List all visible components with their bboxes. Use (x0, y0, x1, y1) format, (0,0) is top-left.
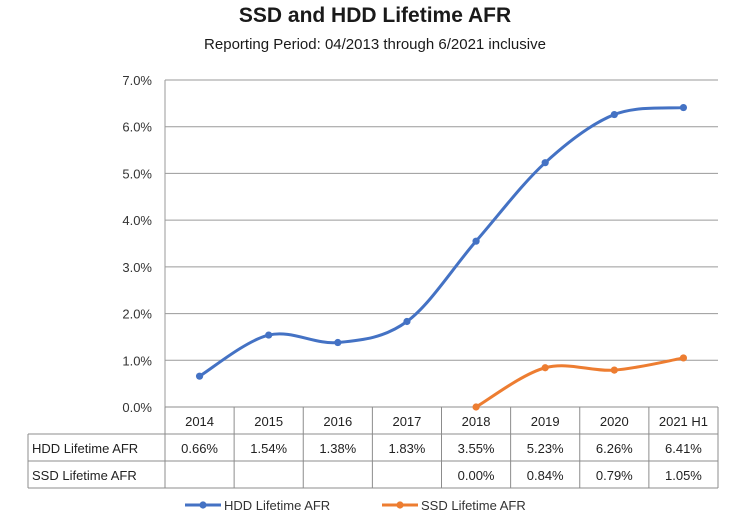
category-label: 2019 (531, 414, 560, 429)
y-tick-label: 1.0% (122, 353, 152, 368)
table-cell-value: 0.00% (458, 468, 495, 483)
data-table: 2014 2015 2016 2017 2018 2019 2020 2021 H1 HDD L… (27, 406, 719, 489)
hdd-lifetime-afr-point (679, 103, 688, 112)
ssd-lifetime-afr-point (610, 366, 618, 374)
table-row-label: HDD Lifetime AFR (32, 441, 138, 456)
table-cell-value: 1.54% (250, 441, 287, 456)
legend-label: SSD Lifetime AFR (421, 498, 526, 513)
table-cell-value: 1.05% (665, 468, 702, 483)
hdd-lifetime-afr-point (472, 237, 480, 245)
hdd-lifetime-afr-point (265, 331, 273, 339)
category-label: 2014 (185, 414, 214, 429)
table-cell-value: 0.79% (596, 468, 633, 483)
table-cell-value: 5.23% (527, 441, 564, 456)
legend: HDD Lifetime AFR SSD Lifetime AFR (185, 498, 526, 513)
series-points (195, 103, 688, 411)
y-tick-label: 2.0% (122, 307, 152, 322)
table-cell-value: 0.66% (181, 441, 218, 456)
series-lines (198, 106, 685, 409)
category-label: 2018 (462, 414, 491, 429)
legend-item: HDD Lifetime AFR (185, 498, 330, 513)
table-cell-value: 1.38% (319, 441, 356, 456)
hdd-lifetime-afr-point (610, 110, 618, 119)
ssd-lifetime-afr-point (679, 354, 688, 362)
category-label: 2017 (392, 414, 421, 429)
category-label: 2021 H1 (659, 414, 708, 429)
gridlines (164, 79, 718, 408)
legend-swatch-marker (199, 501, 207, 509)
legend-item: SSD Lifetime AFR (382, 498, 526, 513)
ssd-lifetime-afr-point (472, 403, 480, 411)
y-axis-ticks: 0.0% 1.0% 2.0% 3.0% 4.0% 5.0% 6.0% 7.0% (122, 73, 152, 415)
y-tick-label: 7.0% (122, 73, 152, 88)
legend-label: HDD Lifetime AFR (224, 498, 330, 513)
chart-title: SSD and HDD Lifetime AFR (238, 4, 512, 27)
table-cell-value: 3.55% (458, 441, 495, 456)
category-label: 2016 (323, 414, 352, 429)
category-label: 2015 (254, 414, 283, 429)
y-tick-label: 4.0% (122, 213, 152, 228)
legend-swatch-marker (396, 501, 404, 509)
hdd-lifetime-afr-point (334, 338, 342, 347)
table-cell-value: 6.26% (596, 441, 633, 456)
chart-subtitle: Reporting Period: 04/2013 through 6/2021… (204, 36, 546, 53)
table-cell-value: 1.83% (389, 441, 426, 456)
hdd-lifetime-afr-line (198, 106, 685, 378)
hdd-lifetime-afr-point (403, 317, 411, 326)
table-cell-value: 6.41% (665, 441, 702, 456)
hdd-lifetime-afr-point (195, 372, 204, 380)
category-label: 2020 (600, 414, 629, 429)
y-tick-label: 0.0% (122, 400, 152, 415)
y-tick-label: 6.0% (122, 120, 152, 135)
ssd-lifetime-afr-point (541, 364, 549, 372)
hdd-lifetime-afr-point (541, 159, 549, 167)
ssd-lifetime-afr-line (474, 356, 685, 409)
table-cell-value: 0.84% (527, 468, 564, 483)
y-tick-label: 5.0% (122, 166, 152, 181)
table-row-label: SSD Lifetime AFR (32, 468, 137, 483)
y-tick-label: 3.0% (122, 260, 152, 275)
